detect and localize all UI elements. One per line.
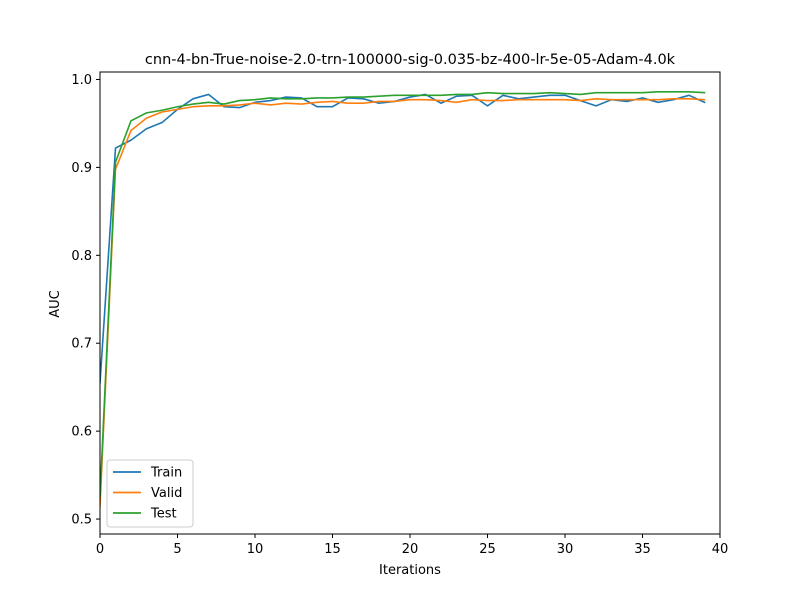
x-tick-label: 20 [402, 542, 419, 557]
legend: Train Valid Test [106, 459, 194, 528]
x-tick-label: 35 [634, 542, 651, 557]
x-tick-label: 15 [324, 542, 341, 557]
x-tick-label: 25 [479, 542, 496, 557]
x-axis-label: Iterations [379, 563, 441, 578]
x-tick-label: 10 [247, 542, 264, 557]
series-line-valid [100, 98, 706, 507]
y-tick-label: 0.6 [71, 425, 92, 440]
y-tick-label: 0.7 [71, 337, 92, 352]
y-axis-label: AUC [48, 290, 63, 318]
y-tick-label: 0.8 [71, 249, 92, 264]
x-tick-label: 5 [173, 542, 181, 557]
legend-label-train: Train [150, 466, 182, 481]
x-tick-label: 40 [712, 542, 729, 557]
legend-label-test: Test [150, 507, 177, 522]
y-tick-label: 0.9 [71, 161, 92, 176]
series-line-train [100, 93, 706, 384]
series-line-test [100, 90, 706, 498]
y-tick-label: 1.0 [71, 73, 92, 88]
legend-label-valid: Valid [151, 486, 182, 501]
x-tick-label: 0 [96, 542, 104, 557]
legend-box [106, 459, 194, 528]
x-tick-label: 30 [557, 542, 574, 557]
y-tick-label: 0.5 [71, 513, 92, 528]
plot-area: 0 5 10 15 20 25 30 35 40 0.5 0.6 0.7 0.8 0.9 1.0 [71, 71, 729, 557]
chart-title: cnn-4-bn-True-noise-2.0-trn-100000-sig-0… [145, 52, 676, 68]
